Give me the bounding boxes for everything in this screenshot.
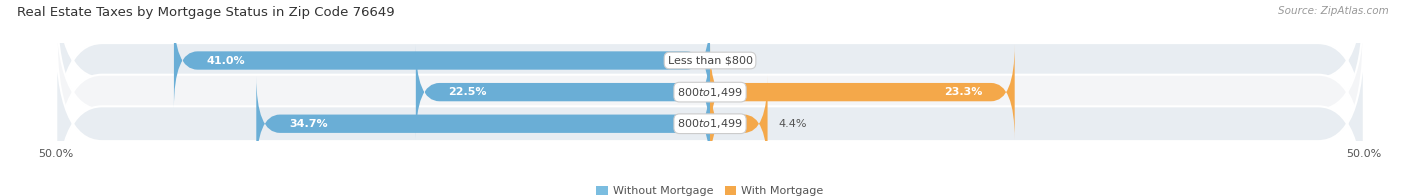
FancyBboxPatch shape	[256, 76, 710, 172]
Text: 0.0%: 0.0%	[720, 55, 749, 65]
Text: 23.3%: 23.3%	[943, 87, 981, 97]
Text: 22.5%: 22.5%	[449, 87, 486, 97]
FancyBboxPatch shape	[416, 44, 710, 140]
Legend: Without Mortgage, With Mortgage: Without Mortgage, With Mortgage	[596, 186, 824, 196]
Text: 34.7%: 34.7%	[290, 119, 328, 129]
Text: 4.4%: 4.4%	[778, 119, 807, 129]
FancyBboxPatch shape	[174, 13, 710, 108]
FancyBboxPatch shape	[56, 0, 1364, 154]
FancyBboxPatch shape	[710, 44, 1015, 140]
FancyBboxPatch shape	[56, 31, 1364, 196]
Text: $800 to $1,499: $800 to $1,499	[678, 117, 742, 130]
Text: Source: ZipAtlas.com: Source: ZipAtlas.com	[1278, 6, 1389, 16]
Text: 41.0%: 41.0%	[207, 55, 245, 65]
FancyBboxPatch shape	[710, 76, 768, 172]
Text: $800 to $1,499: $800 to $1,499	[678, 86, 742, 99]
Text: Real Estate Taxes by Mortgage Status in Zip Code 76649: Real Estate Taxes by Mortgage Status in …	[17, 6, 395, 19]
FancyBboxPatch shape	[56, 0, 1364, 185]
Text: Less than $800: Less than $800	[668, 55, 752, 65]
